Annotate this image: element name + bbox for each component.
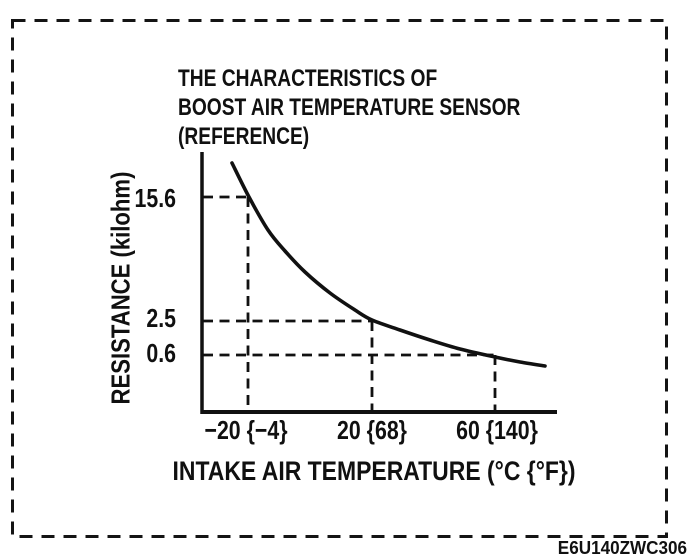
x-tick-label-minus20: −20 {−4} [204, 415, 288, 445]
dashed-border-rect [11, 19, 668, 538]
x-tick-label-60: 60 {140} [456, 415, 538, 445]
x-axis-label: INTAKE AIR TEMPERATURE (°C {°F}) [172, 456, 576, 486]
figure-code: E6U140ZWC306 [557, 538, 687, 558]
characteristic-curve [230, 161, 547, 368]
y-tick-label-2-5: 2.5 [146, 303, 176, 333]
chart-title: THE CHARACTERISTICS OF BOOST AIR TEMPERA… [178, 65, 521, 150]
y-tick-label-0-6: 0.6 [146, 338, 176, 368]
y-tick-label-15-6: 15.6 [134, 183, 176, 213]
x-tick-label-20: 20 {68} [337, 415, 407, 445]
